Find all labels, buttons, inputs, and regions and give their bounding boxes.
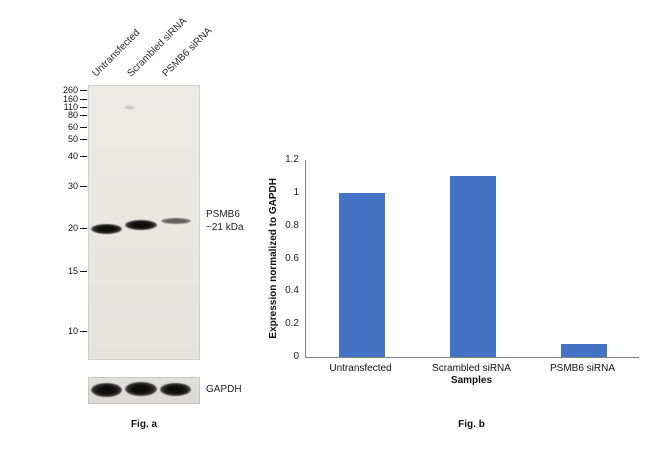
- loading-control-blot: [88, 377, 200, 404]
- y-tick-0.8: 0.8: [285, 219, 299, 231]
- x-tick-scrambled-sirna: Scrambled siRNA: [432, 363, 511, 374]
- mw-tick-50: [80, 139, 87, 141]
- blot-artifact-speck: [124, 106, 135, 109]
- mw-marker-160: 160: [62, 94, 78, 104]
- bar-psmb6-sirna: [560, 343, 607, 357]
- gapdh-band-scrambled-sirna: [125, 382, 157, 396]
- y-tick-0.6: 0.6: [285, 252, 299, 264]
- panel-a-caption: Fig. a: [130, 419, 158, 430]
- psmb6-band-psmb6-sirna: [161, 218, 191, 224]
- y-tick-1: 1: [293, 186, 299, 198]
- psmb6-band-untransfected: [91, 224, 122, 234]
- bar-untransfected: [338, 192, 385, 357]
- x-axis-title: Samples: [450, 375, 493, 386]
- y-tick-0: 0: [293, 351, 299, 362]
- chart-plot-area: [305, 160, 639, 358]
- mw-marker-80: 80: [67, 110, 78, 120]
- loading-control-label: GAPDH: [206, 384, 242, 395]
- y-tick-0.4: 0.4: [285, 285, 299, 297]
- band-annotation: PSMB6 ~21 kDa: [206, 208, 244, 234]
- mw-marker-110: 110: [63, 102, 78, 112]
- mw-marker-50: 50: [67, 134, 78, 144]
- mw-marker-40: 40: [67, 151, 78, 161]
- mw-marker-15: 15: [67, 266, 78, 276]
- mw-tick-40: [80, 156, 87, 158]
- mw-tick-80: [80, 115, 87, 117]
- mw-marker-260: 260: [62, 85, 78, 95]
- mw-tick-15: [80, 271, 87, 273]
- bar-scrambled-sirna: [449, 176, 496, 357]
- mw-tick-20: [80, 228, 87, 230]
- panel-b-caption: Fig. b: [458, 419, 485, 430]
- western-blot-image: [88, 85, 200, 360]
- mw-marker-10: 10: [67, 326, 78, 336]
- y-tick-1.2: 1.2: [285, 154, 299, 165]
- target-protein-label: PSMB6: [206, 209, 240, 220]
- target-size-label: ~21 kDa: [206, 222, 244, 233]
- mw-tick-60: [80, 127, 87, 129]
- mw-tick-30: [80, 186, 87, 188]
- mw-marker-60: 60: [67, 122, 78, 132]
- mw-marker-30: 30: [67, 181, 78, 191]
- x-tick-psmb6-sirna: PSMB6 siRNA: [549, 363, 615, 374]
- psmb6-band-scrambled-sirna: [125, 220, 157, 230]
- mw-tick-260: [80, 90, 87, 92]
- gapdh-band-psmb6-sirna: [160, 383, 191, 396]
- mw-tick-160: [80, 99, 87, 101]
- lane-label-scrambled-sirna: Scrambled siRNA: [125, 15, 190, 80]
- gapdh-band-untransfected: [91, 383, 122, 397]
- mw-tick-10: [80, 331, 87, 333]
- mw-marker-20: 20: [67, 223, 78, 233]
- x-tick-untransfected: Untransfected: [329, 363, 392, 374]
- y-tick-0.2: 0.2: [285, 318, 299, 330]
- mw-tick-110: [80, 107, 87, 109]
